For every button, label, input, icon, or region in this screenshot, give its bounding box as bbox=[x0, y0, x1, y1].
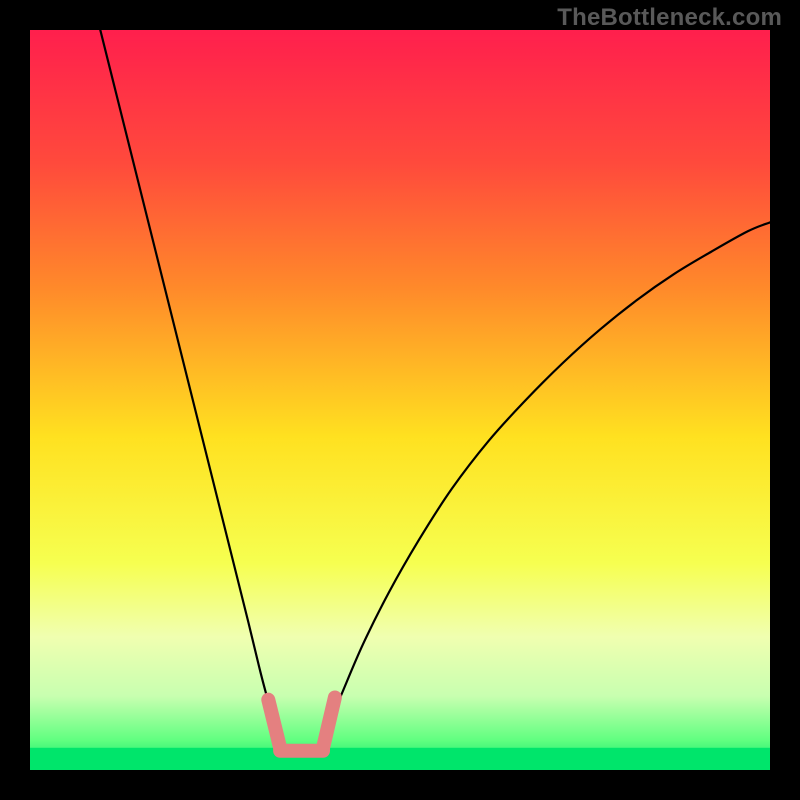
bottom-green-band bbox=[30, 748, 770, 770]
optimal-marker-segment bbox=[323, 697, 335, 747]
curve-layer bbox=[0, 0, 800, 800]
bottleneck-curve-right bbox=[327, 222, 770, 727]
bottleneck-curve-left bbox=[100, 30, 275, 727]
watermark-text: TheBottleneck.com bbox=[557, 4, 782, 32]
chart-frame: TheBottleneck.com bbox=[0, 0, 800, 800]
optimal-marker-segment bbox=[268, 700, 280, 748]
